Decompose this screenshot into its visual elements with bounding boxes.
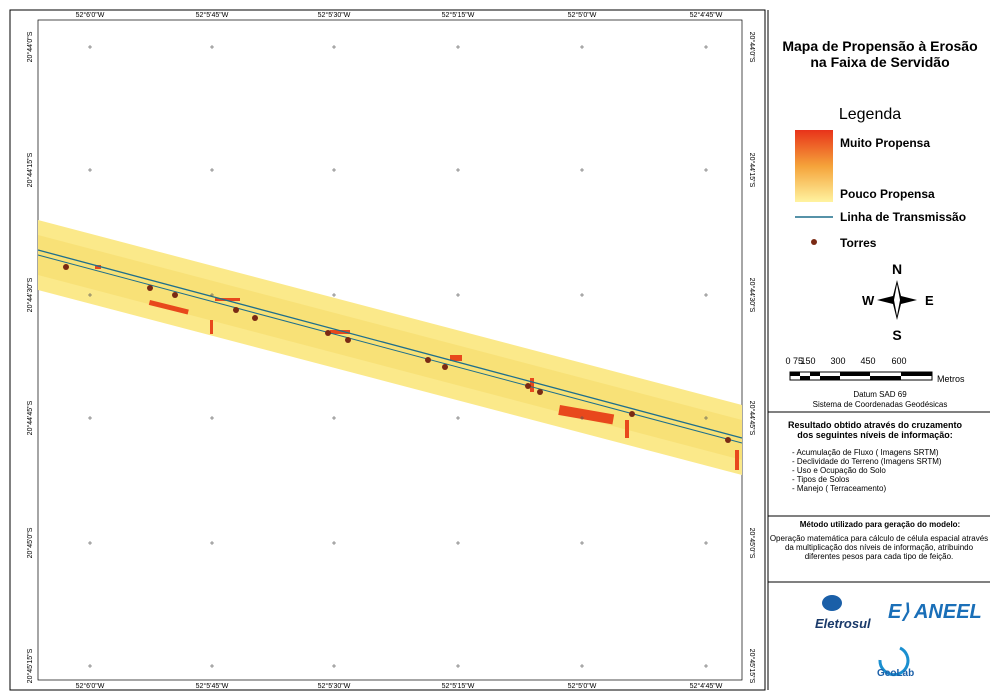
lat-label-right: 20°45'15"S bbox=[748, 649, 756, 684]
lon-label-bottom: 52°5'0"W bbox=[568, 682, 597, 690]
logo-aneel: E⟩ ANEEL bbox=[888, 601, 982, 623]
transmission-line bbox=[37, 254, 743, 444]
legend-title: Legenda bbox=[838, 106, 902, 123]
map-neatline bbox=[37, 19, 743, 681]
erosion-patches bbox=[95, 265, 739, 470]
method-heading: Método utilizado para geração do modelo: bbox=[799, 520, 961, 529]
result-item: - Acumulação de Fluxo ( Imagens SRTM) bbox=[792, 448, 939, 457]
result-item: - Declividade do Terreno (Imagens SRTM) bbox=[792, 457, 942, 466]
legend-tower bbox=[811, 239, 817, 245]
lon-label-top: 52°5'0"W bbox=[568, 11, 597, 19]
scale-label: 75 bbox=[793, 356, 803, 366]
compass-w: W bbox=[862, 293, 875, 308]
lon-label-bottom: 52°4'45"W bbox=[690, 682, 723, 690]
lat-label-right: 20°44'30"S bbox=[748, 278, 756, 313]
corridor-core bbox=[38, 235, 742, 460]
lon-label-bottom: 52°5'30"W bbox=[318, 682, 351, 690]
result-item: - Manejo ( Terraceamento) bbox=[792, 484, 887, 493]
result-item: - Tipos de Solos bbox=[792, 475, 850, 484]
map-title: Mapa de Propensão à Erosão na Faixa de S… bbox=[782, 38, 978, 70]
lon-label-top: 52°4'45"W bbox=[690, 11, 723, 19]
lat-label-left: 20°44'0"S bbox=[26, 31, 34, 62]
lat-label-right: 20°45'0"S bbox=[748, 528, 756, 559]
scale-unit: Metros bbox=[937, 374, 965, 384]
geolab-icon bbox=[878, 646, 910, 677]
lat-label-left: 20°45'15"S bbox=[26, 648, 34, 683]
legend-line-label: Linha de Transmissão bbox=[840, 210, 967, 224]
lat-label-left: 20°44'15"S bbox=[26, 152, 34, 187]
lon-label-top: 52°6'0"W bbox=[76, 11, 105, 19]
scale-label: 0 bbox=[785, 356, 790, 366]
legend-high: Muito Propensa bbox=[840, 136, 931, 150]
compass-rose bbox=[877, 280, 917, 320]
logo-geolab: GeoLab bbox=[877, 668, 914, 679]
result-list: - Acumulação de Fluxo ( Imagens SRTM) - D… bbox=[792, 448, 982, 493]
scale-label: 450 bbox=[860, 356, 875, 366]
result-item: - Uso e Ocupação do Solo bbox=[792, 466, 886, 475]
lat-label-left: 20°44'30"S bbox=[26, 277, 34, 312]
legend-towers-label: Torres bbox=[840, 236, 877, 250]
eletrosul-icon bbox=[822, 595, 842, 611]
lat-label-right: 20°44'0"S bbox=[748, 32, 756, 63]
result-heading: Resultado obtido através do cruzamento d… bbox=[787, 420, 963, 440]
lon-label-top: 52°5'30"W bbox=[318, 11, 351, 19]
lon-label-bottom: 52°5'45"W bbox=[196, 682, 229, 690]
compass-s: S bbox=[892, 327, 901, 343]
map-frame bbox=[9, 9, 766, 691]
lon-label-top: 52°5'15"W bbox=[442, 11, 475, 19]
scale-label: 150 bbox=[800, 356, 815, 366]
method-text: Operação matemática para cálculo de célu… bbox=[769, 534, 989, 561]
towers bbox=[63, 264, 731, 443]
lat-label-right: 20°44'45"S bbox=[748, 401, 756, 436]
scale-bar bbox=[789, 371, 933, 381]
scale-label: 300 bbox=[830, 356, 845, 366]
lat-label-right: 20°44'15"S bbox=[748, 153, 756, 188]
scale-label: 600 bbox=[891, 356, 906, 366]
lat-label-left: 20°44'45"S bbox=[26, 400, 34, 435]
datum: Datum SAD 69 bbox=[853, 390, 907, 399]
logo-eletrosul: Eletrosul bbox=[815, 616, 871, 631]
lat-label-left: 20°45'0"S bbox=[26, 527, 34, 558]
legend-low: Pouco Propensa bbox=[840, 187, 935, 201]
lon-label-bottom: 52°5'15"W bbox=[442, 682, 475, 690]
legend-ramp bbox=[795, 130, 833, 202]
compass-n: N bbox=[892, 261, 902, 277]
lon-label-top: 52°5'45"W bbox=[196, 11, 229, 19]
transmission-line bbox=[37, 249, 743, 439]
coord-system: Sistema de Coordenadas Geodésicas bbox=[812, 400, 948, 409]
compass-e: E bbox=[925, 293, 934, 308]
lon-label-bottom: 52°6'0"W bbox=[76, 682, 105, 690]
